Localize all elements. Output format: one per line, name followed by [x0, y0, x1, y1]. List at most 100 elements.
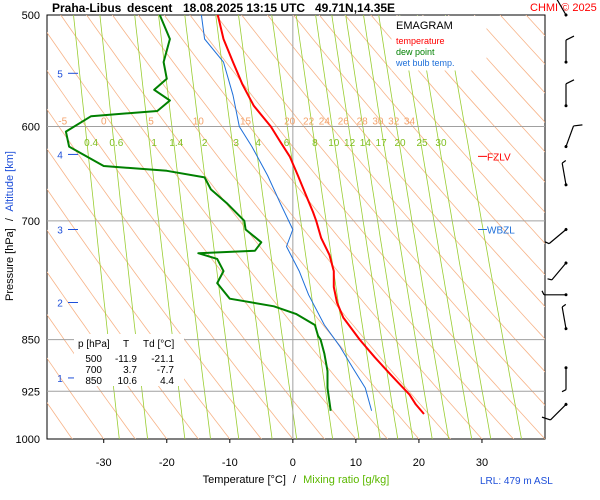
dry-adiabat [215, 15, 545, 406]
mixing-ratio-line [345, 15, 414, 439]
wind-barb [564, 124, 583, 149]
wind-barb [541, 402, 568, 421]
table-row-850-td: 4.4 [160, 376, 174, 387]
legend-item-wet-bulb: wet bulb temp. [395, 58, 455, 68]
station-coords: 49.71N,14.35E [315, 1, 395, 15]
wind-barb-half [561, 389, 567, 393]
x-axis-mixing-label: Mixing ratio [g/kg] [303, 474, 389, 486]
wind-barb [554, 0, 568, 17]
wind-barb [561, 303, 568, 331]
mixing-ratio-line [295, 15, 360, 439]
adiabat-label: 30 [372, 117, 384, 128]
station-name: Praha-Libus [52, 1, 122, 15]
dry-adiabat [396, 15, 545, 183]
dry-adiabat [370, 15, 545, 213]
mixing-ratio-label: 0.6 [109, 138, 123, 149]
dry-adiabat [47, 357, 105, 439]
y-axis-pressure-label: Pressure [hPa] [4, 228, 16, 301]
dry-adiabat [47, 69, 325, 439]
mixing-ratio-label: 6 [284, 138, 290, 149]
mixing-ratio-label: 1.4 [169, 138, 183, 149]
sounding-datetime: 18.08.2025 13:15 UTC [183, 1, 305, 15]
dry-adiabat [47, 148, 262, 439]
wind-barb [564, 79, 575, 108]
dry-adiabat [422, 15, 545, 153]
table-row-500-td: -21.1 [151, 354, 174, 365]
mixing-ratio-label: 12 [344, 138, 356, 149]
pressure-tick-label: 925 [22, 386, 40, 398]
mixing-ratio-line [99, 15, 149, 439]
temperature-tick-label: -10 [222, 457, 238, 469]
wind-barb-full [565, 35, 575, 41]
y-axis-altitude-label: Altitude [km] [4, 151, 16, 212]
dewpoint-curve [64, 15, 332, 411]
mixing-ratio-line [399, 15, 473, 439]
table-header-t: T [123, 339, 129, 350]
wind-barb [544, 227, 568, 245]
level-table: p [hPa] T Td [°C] 500 -11.9 -21.1 700 3.… [74, 334, 184, 387]
adiabat-label: 20 [284, 117, 296, 128]
dry-adiabat [447, 15, 545, 123]
dry-adiabat [241, 15, 545, 373]
dry-adiabat [47, 108, 294, 439]
dry-adiabat [189, 15, 545, 439]
adiabat-label: 0 [101, 117, 107, 128]
mixing-ratio-label: 3 [233, 138, 239, 149]
table-row-500-p: 500 [85, 354, 102, 365]
pressure-tick-label: 700 [22, 216, 40, 228]
altitude-tick-label: 3 [57, 225, 63, 236]
mixing-ratio-line [134, 15, 186, 439]
dry-adiabat [47, 229, 199, 439]
table-header-td: Td [°C] [143, 339, 174, 350]
legend: EMAGRAM temperature dew point wet bulb t… [391, 15, 487, 71]
lrl-label: LRL: 479 m ASL [480, 476, 553, 487]
wind-barb-staff [554, 0, 567, 16]
table-row-500-t: -11.9 [115, 354, 137, 365]
pressure-tick-label: 850 [22, 335, 40, 347]
dry-adiabat [60, 15, 388, 439]
wind-barb-staff [548, 229, 567, 245]
dry-adiabat [47, 271, 168, 439]
mixing-ratio-line [416, 15, 492, 439]
wind-barb-staff [561, 163, 567, 185]
mixing-ratio-line [363, 15, 433, 439]
mixing-ratio-line [158, 15, 211, 439]
legend-item-dew-point: dew point [396, 47, 435, 57]
altitude-tick-label: 1 [57, 374, 63, 385]
adiabat-label: 32 [388, 117, 400, 128]
dry-adiabat [163, 15, 515, 439]
sounding-mode: descent [127, 1, 172, 15]
wind-barb-staff [565, 125, 575, 147]
mixing-ratio-line [271, 15, 334, 439]
dry-adiabat [137, 15, 483, 439]
mixing-ratio-line [378, 15, 450, 439]
mixing-ratio-line [238, 15, 298, 439]
wind-barb-staff [550, 403, 567, 421]
mixing-ratio-line [315, 15, 381, 439]
table-row-850-t: 10.6 [118, 376, 138, 387]
dry-adiabat [593, 0, 600, 451]
adiabat-label: 24 [319, 117, 331, 128]
mixing-ratio-label: 25 [417, 138, 429, 149]
wind-barb-station [564, 327, 568, 331]
table-row-700-td: -7.7 [157, 365, 175, 376]
dry-adiabat [344, 15, 545, 244]
x-axis-temperature-label: Temperature [°C] [203, 474, 286, 486]
wind-barb-staff [551, 262, 567, 281]
mixing-ratio-label: 17 [376, 138, 388, 149]
wind-barb [541, 290, 568, 297]
wind-barb [561, 160, 568, 187]
adiabat-label: 28 [357, 117, 369, 128]
temperature-curve [216, 15, 425, 415]
mixing-ratio-line [445, 15, 522, 439]
mixing-ratio-label: 8 [312, 138, 318, 149]
legend-box [391, 15, 487, 71]
wind-barb-half [544, 241, 550, 245]
adiabat-label: 15 [240, 117, 252, 128]
mixing-ratio-label: 10 [328, 138, 340, 149]
altitude-tick-label: 2 [57, 299, 63, 310]
table-row-700-t: 3.7 [123, 365, 137, 376]
legend-item-temperature: temperature [396, 36, 445, 46]
wind-barb [547, 261, 568, 281]
temperature-tick-label: 20 [413, 457, 425, 469]
